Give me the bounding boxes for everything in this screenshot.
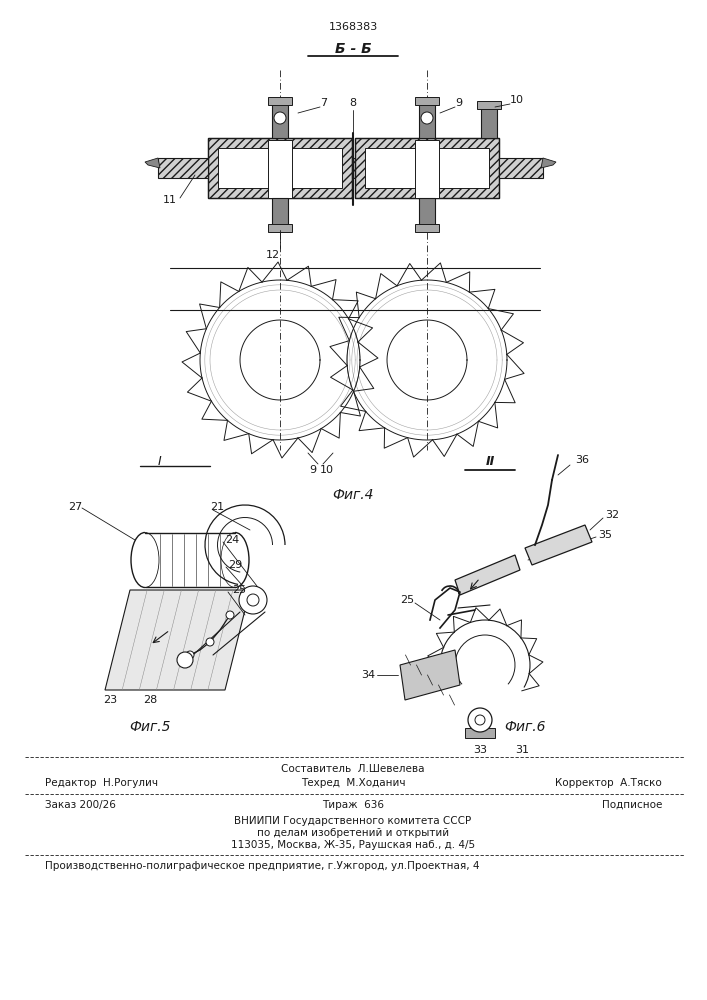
Text: 8: 8 <box>349 98 356 108</box>
Circle shape <box>421 112 433 124</box>
Bar <box>415 97 439 105</box>
Text: Тираж  636: Тираж 636 <box>322 800 384 810</box>
Bar <box>272 198 288 226</box>
Polygon shape <box>455 555 520 595</box>
Text: Фиг.5: Фиг.5 <box>129 720 171 734</box>
Text: 23: 23 <box>103 695 117 705</box>
Bar <box>415 140 439 198</box>
Text: 24: 24 <box>225 535 239 545</box>
Text: 29: 29 <box>228 560 243 570</box>
Text: 113035, Москва, Ж-35, Раушская наб., д. 4/5: 113035, Москва, Ж-35, Раушская наб., д. … <box>231 840 475 850</box>
Text: 10: 10 <box>320 465 334 475</box>
Text: 27: 27 <box>68 502 82 512</box>
Text: Техред  М.Ходанич: Техред М.Ходанич <box>300 778 405 788</box>
Text: II: II <box>486 455 495 468</box>
Bar <box>415 224 439 232</box>
Text: 36: 36 <box>575 455 589 465</box>
Text: Заказ 200/26: Заказ 200/26 <box>45 800 116 810</box>
Text: 28: 28 <box>143 695 157 705</box>
Circle shape <box>206 638 214 646</box>
Bar <box>499 158 543 178</box>
Circle shape <box>475 715 485 725</box>
Bar <box>352 158 362 178</box>
Text: 9: 9 <box>309 465 316 475</box>
Bar <box>365 148 417 188</box>
Bar <box>290 148 342 188</box>
Text: 25: 25 <box>232 585 246 595</box>
Bar <box>355 138 499 198</box>
Bar <box>268 140 292 198</box>
Text: 25: 25 <box>400 595 414 605</box>
Circle shape <box>274 112 286 124</box>
Text: 7: 7 <box>320 98 327 108</box>
Text: 35: 35 <box>598 530 612 540</box>
Bar <box>268 97 292 105</box>
Circle shape <box>247 594 259 606</box>
Circle shape <box>239 586 267 614</box>
Bar <box>465 728 495 738</box>
Bar <box>477 101 501 109</box>
Bar <box>208 138 352 198</box>
Bar <box>355 138 499 198</box>
Text: 34: 34 <box>361 670 375 680</box>
Circle shape <box>468 708 492 732</box>
Bar <box>272 100 288 138</box>
Circle shape <box>226 611 234 619</box>
Text: Фиг.6: Фиг.6 <box>504 720 546 734</box>
Bar <box>208 138 352 198</box>
Circle shape <box>177 652 193 668</box>
Text: Б - Б: Б - Б <box>334 42 371 56</box>
Text: Составитель  Л.Шевелева: Составитель Л.Шевелева <box>281 764 425 774</box>
Text: 12: 12 <box>266 250 280 260</box>
Text: Редактор  Н.Рогулич: Редактор Н.Рогулич <box>45 778 158 788</box>
Bar <box>268 224 292 232</box>
Text: 10: 10 <box>510 95 524 105</box>
Text: 33: 33 <box>473 745 487 755</box>
Polygon shape <box>400 650 460 700</box>
Text: Подписное: Подписное <box>602 800 662 810</box>
Polygon shape <box>145 158 160 168</box>
Text: 32: 32 <box>605 510 619 520</box>
Text: 21: 21 <box>210 502 224 512</box>
Polygon shape <box>541 158 556 168</box>
Text: 31: 31 <box>515 745 529 755</box>
Polygon shape <box>105 590 250 690</box>
Text: по делам изобретений и открытий: по делам изобретений и открытий <box>257 828 449 838</box>
Text: ВНИИПИ Государственного комитета СССР: ВНИИПИ Государственного комитета СССР <box>235 816 472 826</box>
Text: 11: 11 <box>163 195 177 205</box>
Bar <box>158 158 208 178</box>
Text: Производственно-полиграфическое предприятие, г.Ужгород, ул.Проектная, 4: Производственно-полиграфическое предприя… <box>45 861 479 871</box>
Circle shape <box>186 651 194 659</box>
Bar <box>481 104 497 138</box>
Polygon shape <box>525 525 592 565</box>
Text: I: I <box>158 455 162 468</box>
Bar <box>437 148 489 188</box>
Text: 9: 9 <box>455 98 462 108</box>
Text: Корректор  А.Тяско: Корректор А.Тяско <box>555 778 662 788</box>
Bar <box>218 148 270 188</box>
Bar <box>419 198 435 226</box>
Text: Фиг.4: Фиг.4 <box>332 488 374 502</box>
Text: 1368383: 1368383 <box>328 22 378 32</box>
Bar <box>419 100 435 138</box>
